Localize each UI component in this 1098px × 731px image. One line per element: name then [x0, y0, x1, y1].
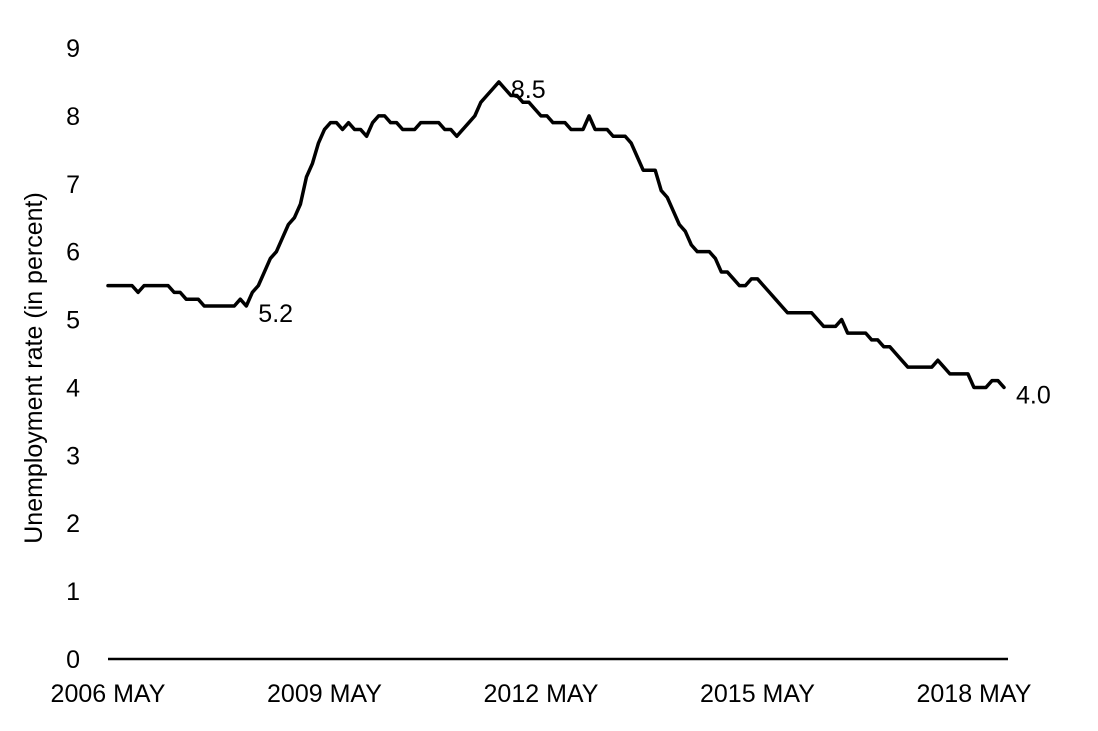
data-label: 8.5 [511, 76, 546, 104]
y-tick-label: 6 [66, 239, 80, 267]
data-labels: 5.2 8.5 4.0 [258, 76, 1050, 410]
data-label: 5.2 [258, 300, 293, 328]
y-tick-label: 1 [66, 578, 80, 606]
y-tick-labels: 0 1 2 3 4 5 6 7 8 9 [66, 35, 80, 674]
y-tick-label: 3 [66, 442, 80, 470]
y-axis-title: Unemployment rate (in percent) [20, 192, 48, 544]
y-tick-label: 0 [66, 646, 80, 674]
y-tick-label: 4 [66, 374, 80, 402]
y-tick-label: 8 [66, 103, 80, 131]
x-tick-label: 2018 MAY [916, 680, 1031, 708]
x-tick-label: 2006 MAY [51, 680, 166, 708]
unemployment-series-line [106, 80, 1006, 390]
y-tick-label: 2 [66, 510, 80, 538]
x-tick-labels: 2006 MAY 2009 MAY 2012 MAY 2015 MAY 2018 MAY [51, 680, 1032, 708]
x-tick-label: 2009 MAY [267, 680, 382, 708]
data-label: 4.0 [1016, 381, 1051, 409]
y-tick-label: 7 [66, 171, 80, 199]
x-tick-label: 2012 MAY [484, 680, 599, 708]
x-tick-label: 2015 MAY [700, 680, 815, 708]
y-tick-label: 9 [66, 35, 80, 63]
y-tick-label: 5 [66, 307, 80, 335]
